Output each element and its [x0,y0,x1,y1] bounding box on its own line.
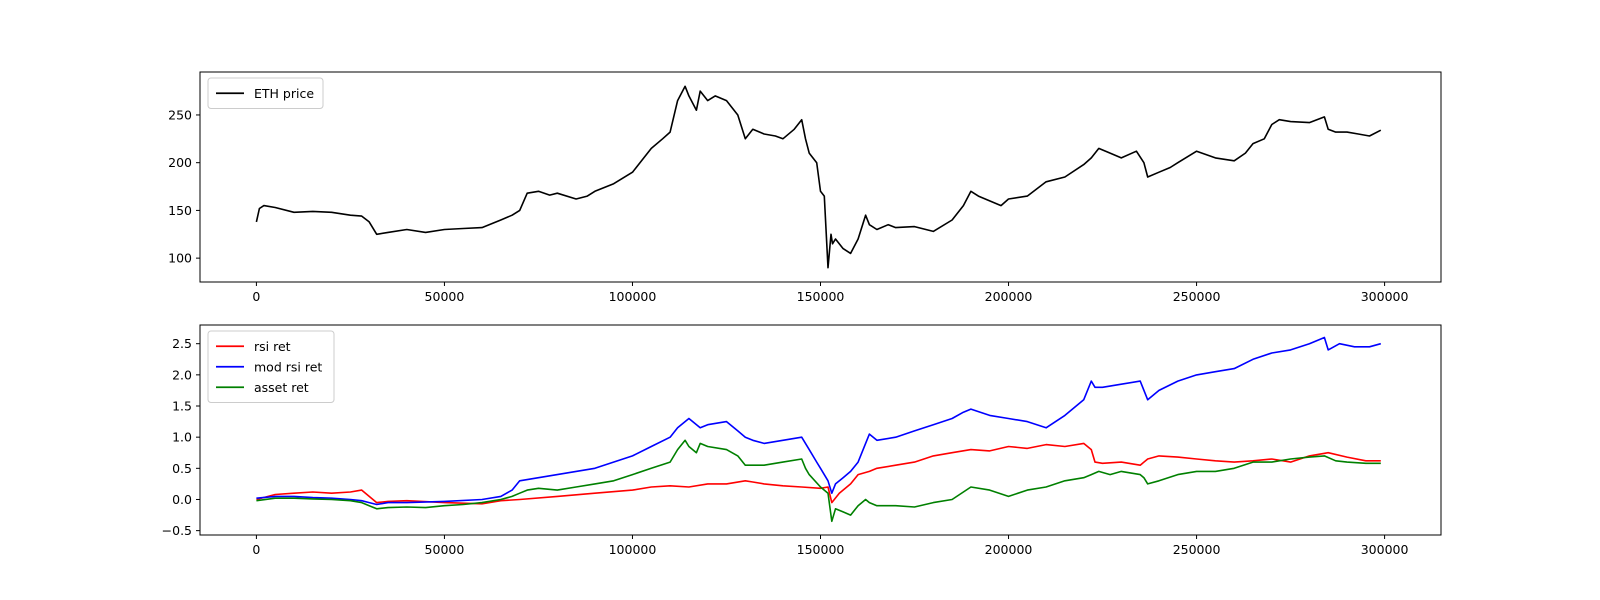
x-tick-label: 200000 [985,289,1033,304]
x-tick-label: 250000 [1173,289,1221,304]
y-tick-label: 0.5 [172,461,192,476]
y-tick-label: 2.0 [172,367,192,382]
x-tick-label: 300000 [1361,542,1409,557]
series-line-eth-price [255,85,1382,269]
x-tick-label: 150000 [797,542,845,557]
y-tick-label: 1.0 [172,430,192,445]
legend-label: ETH price [254,86,314,101]
y-tick-label: 0.0 [172,492,192,507]
x-tick-label: 200000 [985,542,1033,557]
x-tick-label: 50000 [425,289,465,304]
y-tick-label: 250 [168,107,192,122]
x-tick-label: 0 [252,289,260,304]
x-tick-label: 250000 [1173,542,1221,557]
legend: rsi ret mod rsi ret asset ret [207,330,335,403]
legend-box [207,77,324,109]
legend: ETH price [207,77,324,109]
y-tick-label: −0.5 [162,523,192,538]
series-line-asset-ret [256,439,1381,523]
legend-label: rsi ret [254,339,291,354]
y-tick-label: 2.5 [172,336,192,351]
y-tick-label: 100 [168,251,192,266]
returns-panel: 0 50000 100000 150000 200000 250000 300000 −0.5… [162,324,1442,557]
x-tick-label: 150000 [797,289,845,304]
x-tick-label: 50000 [425,542,465,557]
legend-label: mod rsi ret [254,359,322,374]
y-tick-label: 1.5 [172,399,192,414]
x-tick-label: 0 [252,542,260,557]
series-line-mod-rsi-ret [256,336,1382,506]
x-tick-label: 100000 [609,289,657,304]
eth-price-panel: 0 50000 100000 150000 200000 250000 300000 100 1… [168,71,1442,304]
x-tick-label: 100000 [609,542,657,557]
legend-label: asset ret [254,380,309,395]
legend-box [207,330,335,403]
y-tick-label: 200 [168,155,192,170]
x-tick-label: 300000 [1361,289,1409,304]
y-tick-label: 150 [168,203,192,218]
